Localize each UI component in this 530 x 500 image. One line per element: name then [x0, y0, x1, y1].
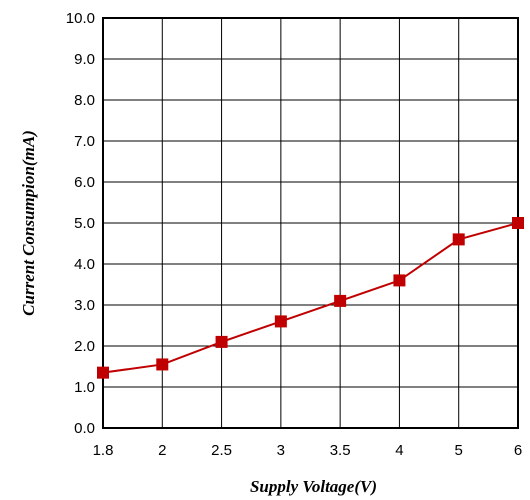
y-tick-label: 0.0	[74, 420, 95, 437]
y-tick-label: 1.0	[74, 379, 95, 396]
data-point-marker	[512, 217, 524, 229]
x-tick-label: 2.5	[211, 442, 232, 459]
x-tick-label: 3	[277, 442, 285, 459]
y-tick-label: 6.0	[74, 174, 95, 191]
x-tick-label: 6	[514, 442, 522, 459]
data-point-marker	[393, 274, 406, 287]
y-tick-label: 5.0	[74, 215, 95, 232]
y-tick-label: 2.0	[74, 338, 95, 355]
data-point-marker	[452, 233, 465, 246]
x-tick-label: 4	[395, 442, 403, 459]
data-point-marker	[274, 315, 287, 328]
y-axis-ticks: 0.0 1.0 2.0 3.0 4.0 5.0 6.0 7.0 8.0 9.0 10.0	[66, 10, 95, 437]
y-tick-label: 3.0	[74, 297, 95, 314]
data-point-marker	[97, 366, 109, 379]
x-tick-label: 2	[158, 442, 166, 459]
x-tick-label: 5	[455, 442, 463, 459]
y-axis-title: Current Consumpion(mA)	[19, 130, 38, 316]
y-tick-label: 10.0	[66, 10, 95, 27]
y-tick-label: 9.0	[74, 51, 95, 68]
y-tick-label: 7.0	[74, 133, 95, 150]
x-tick-label: 1.8	[93, 442, 114, 459]
x-tick-label: 3.5	[330, 442, 351, 459]
data-point-marker	[334, 294, 347, 307]
y-tick-label: 4.0	[74, 256, 95, 273]
data-point-marker	[156, 358, 169, 371]
data-point-marker	[215, 335, 228, 348]
x-axis-ticks: 1.8 2 2.5 3 3.5 4 5 6	[93, 442, 523, 459]
series-markers	[97, 217, 524, 379]
x-axis-title: Supply Voltage(V)	[250, 477, 377, 496]
series-line	[102, 222, 519, 374]
y-tick-label: 8.0	[74, 92, 95, 109]
